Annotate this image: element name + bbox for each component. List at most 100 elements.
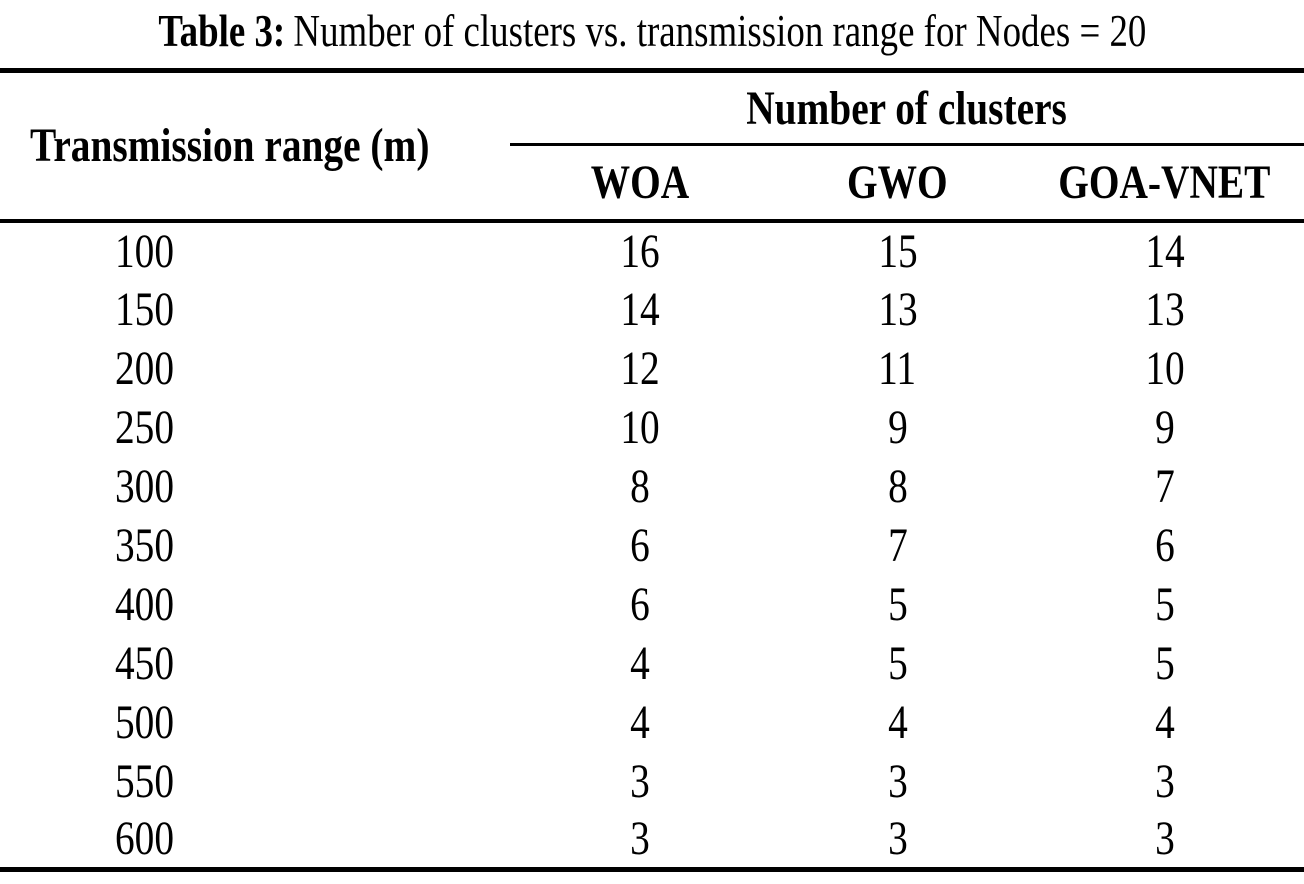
cluster-value: 3 [1154, 812, 1175, 866]
value-cell-gwo: 9 [770, 398, 1025, 457]
cluster-value: 14 [1144, 224, 1185, 278]
cluster-value: 4 [1154, 695, 1175, 749]
column-header-gwo: GWO [770, 144, 1025, 223]
range-value: 400 [115, 577, 175, 631]
value-cell-gwo: 4 [770, 693, 1025, 752]
cluster-value: 4 [630, 636, 650, 690]
table-caption-line: Table 3: Number of clusters vs. transmiss… [158, 2, 1146, 60]
value-cell-woa: 16 [510, 221, 770, 280]
range-value: 250 [115, 400, 175, 454]
cluster-value: 14 [620, 282, 660, 336]
cluster-value: 6 [630, 577, 650, 631]
cluster-value: 10 [620, 400, 660, 454]
value-cell-goa-vnet: 4 [1025, 693, 1304, 752]
range-value: 350 [115, 518, 175, 572]
table-row: 150 14 13 13 [0, 280, 1304, 339]
cluster-value: 3 [630, 812, 650, 866]
header-row-group: Transmission range (m) Number of cluster… [0, 70, 1304, 223]
cluster-value: 3 [1154, 754, 1175, 808]
table-row: 400 6 5 5 [0, 575, 1304, 634]
value-cell-gwo: 8 [770, 457, 1025, 516]
table-row: 600 3 3 3 [0, 811, 1304, 870]
cluster-value: 10 [1144, 341, 1185, 395]
column-header-woa-label: WOA [590, 155, 690, 209]
range-cell: 300 [0, 457, 510, 516]
range-value: 150 [115, 282, 175, 336]
table-row: 350 6 7 6 [0, 516, 1304, 575]
range-cell: 400 [0, 575, 510, 634]
cluster-value: 5 [1154, 636, 1175, 690]
value-cell-goa-vnet: 3 [1025, 752, 1304, 811]
table-row: 500 4 4 4 [0, 693, 1304, 752]
value-cell-goa-vnet: 7 [1025, 457, 1304, 516]
value-cell-goa-vnet: 5 [1025, 634, 1304, 693]
cluster-value: 7 [887, 518, 908, 572]
table-row: 250 10 9 9 [0, 398, 1304, 457]
value-cell-woa: 12 [510, 339, 770, 398]
range-cell: 250 [0, 398, 510, 457]
cluster-value: 4 [887, 695, 908, 749]
column-header-transmission-range: Transmission range (m) [0, 70, 510, 223]
value-cell-gwo: 5 [770, 634, 1025, 693]
value-cell-gwo: 11 [770, 339, 1025, 398]
cluster-value: 5 [887, 577, 908, 631]
range-cell: 200 [0, 339, 510, 398]
value-cell-woa: 3 [510, 811, 770, 870]
value-cell-woa: 10 [510, 398, 770, 457]
range-cell: 500 [0, 693, 510, 752]
range-value: 600 [115, 812, 175, 866]
range-cell: 150 [0, 280, 510, 339]
value-cell-goa-vnet: 10 [1025, 339, 1304, 398]
value-cell-goa-vnet: 5 [1025, 575, 1304, 634]
column-group-header-number-of-clusters: Number of clusters [510, 70, 1304, 146]
value-cell-goa-vnet: 14 [1025, 221, 1304, 280]
column-header-woa: WOA [510, 144, 770, 223]
clusters-vs-range-table: Transmission range (m) Number of cluster… [0, 68, 1304, 872]
cluster-value: 8 [630, 459, 650, 513]
range-value: 500 [115, 695, 175, 749]
value-cell-gwo: 5 [770, 575, 1025, 634]
column-group-header-label: Number of clusters [746, 81, 1068, 135]
cluster-value: 8 [887, 459, 908, 513]
cluster-value: 6 [630, 518, 650, 572]
value-cell-gwo: 13 [770, 280, 1025, 339]
cluster-value: 3 [887, 812, 908, 866]
value-cell-woa: 14 [510, 280, 770, 339]
table-caption: Table 3: Number of clusters vs. transmiss… [0, 0, 1304, 68]
value-cell-goa-vnet: 13 [1025, 280, 1304, 339]
cluster-value: 5 [1154, 577, 1175, 631]
value-cell-woa: 6 [510, 516, 770, 575]
table-row: 550 3 3 3 [0, 752, 1304, 811]
value-cell-gwo: 3 [770, 811, 1025, 870]
table-row: 100 16 15 14 [0, 221, 1304, 280]
table-row: 300 8 8 7 [0, 457, 1304, 516]
value-cell-woa: 4 [510, 634, 770, 693]
table-row: 200 12 11 10 [0, 339, 1304, 398]
range-cell: 550 [0, 752, 510, 811]
cluster-value: 3 [887, 754, 908, 808]
header-row-algorithms: WOA GWO GOA-VNET [0, 144, 1304, 223]
cluster-value: 6 [1154, 518, 1175, 572]
value-cell-woa: 4 [510, 693, 770, 752]
table-row: 450 4 5 5 [0, 634, 1304, 693]
cluster-value: 7 [1154, 459, 1175, 513]
value-cell-goa-vnet: 6 [1025, 516, 1304, 575]
cluster-value: 15 [877, 224, 918, 278]
range-value: 450 [115, 636, 175, 690]
value-cell-goa-vnet: 3 [1025, 811, 1304, 870]
value-cell-woa: 3 [510, 752, 770, 811]
cluster-value: 16 [620, 224, 660, 278]
cluster-value: 12 [620, 341, 660, 395]
range-value: 200 [115, 341, 175, 395]
column-header-gwo-label: GWO [847, 155, 948, 209]
cluster-value: 13 [1144, 282, 1185, 336]
cluster-value: 9 [887, 400, 908, 454]
value-cell-goa-vnet: 9 [1025, 398, 1304, 457]
cluster-value: 3 [630, 754, 650, 808]
column-header-transmission-range-label: Transmission range (m) [30, 119, 430, 173]
table-caption-text: Number of clusters vs. transmission rang… [293, 6, 1146, 56]
range-value: 100 [115, 224, 175, 278]
cluster-value: 13 [877, 282, 918, 336]
cluster-value: 9 [1154, 400, 1175, 454]
column-header-goa-vnet-label: GOA-VNET [1058, 155, 1271, 209]
